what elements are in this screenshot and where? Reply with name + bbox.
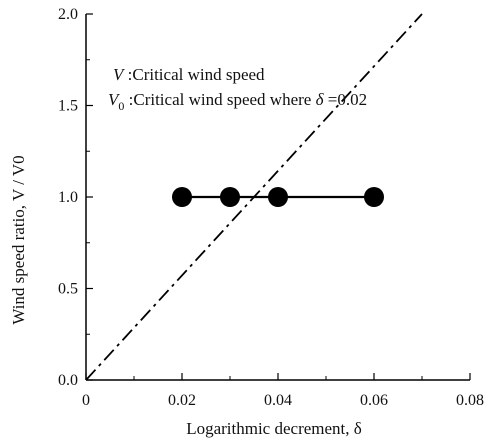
data-point — [220, 187, 240, 207]
y-tick-label: 0.0 — [58, 372, 78, 389]
legend-line-1: V :Critical wind speed — [113, 65, 265, 84]
data-point — [268, 187, 288, 207]
legend-subscript: 0 — [118, 99, 124, 113]
y-axis-label: Wind speed ratio, V / V0 — [9, 155, 28, 324]
x-tick-label: 0 — [82, 392, 90, 409]
y-tick-label: 2.0 — [58, 6, 78, 23]
x-tick-label: 0.02 — [168, 392, 196, 409]
y-tick-label: 1.0 — [58, 189, 78, 206]
legend-symbol-v: V — [113, 65, 126, 84]
legend-symbol-v0: V — [108, 90, 121, 109]
legend-line-2: V0 :Critical wind speed where δ =0.02 — [108, 90, 367, 113]
plot-area — [85, 13, 423, 381]
legend-text-2b: =0.02 — [324, 90, 368, 109]
legend: V :Critical wind speed V0 :Critical wind… — [108, 65, 367, 113]
x-tick-label: 0.04 — [264, 392, 292, 409]
y-tick-label: 0.5 — [58, 281, 78, 298]
legend-text-2a: :Critical wind speed where — [124, 90, 315, 109]
x-tick-label: 0.08 — [456, 392, 484, 409]
dash-dot-line — [85, 13, 423, 381]
legend-text-1: :Critical wind speed — [123, 65, 265, 84]
legend-delta: δ — [316, 90, 325, 109]
x-tick-label: 0.06 — [360, 392, 388, 409]
axes: 0 0.02 0.04 0.06 0.08 0.0 0.5 1.0 1.5 2.0 — [58, 6, 484, 409]
x-axis-label: Logarithmic decrement, δ — [186, 419, 362, 438]
data-point — [364, 187, 384, 207]
data-point — [172, 187, 192, 207]
y-tick-label: 1.5 — [58, 98, 78, 115]
